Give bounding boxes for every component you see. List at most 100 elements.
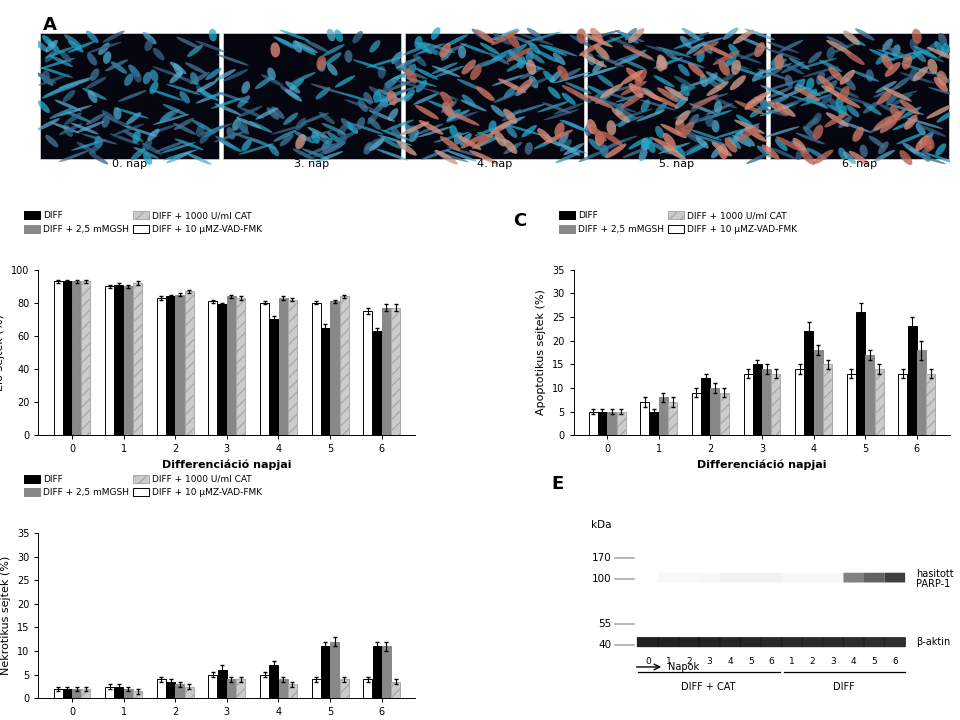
Ellipse shape — [669, 87, 696, 99]
Ellipse shape — [371, 137, 385, 149]
Ellipse shape — [891, 94, 913, 106]
Ellipse shape — [768, 101, 789, 116]
Ellipse shape — [211, 97, 244, 109]
Bar — [710, 388, 719, 435]
Ellipse shape — [441, 91, 454, 107]
Ellipse shape — [590, 27, 604, 42]
Ellipse shape — [620, 94, 643, 109]
Bar — [804, 331, 813, 435]
Bar — [184, 687, 194, 698]
Legend: DIFF, DIFF + 2,5 mMGSH, DIFF + 1000 U/ml CAT, DIFF + 10 μMZ-VAD-FMK: DIFF, DIFF + 2,5 mMGSH, DIFF + 1000 U/ml… — [24, 474, 262, 498]
Ellipse shape — [756, 68, 783, 80]
Bar — [227, 680, 236, 698]
Ellipse shape — [173, 73, 200, 86]
Ellipse shape — [725, 55, 737, 67]
Ellipse shape — [585, 124, 593, 136]
Ellipse shape — [874, 150, 895, 162]
Ellipse shape — [612, 51, 646, 63]
Ellipse shape — [916, 123, 925, 135]
Bar — [223, 33, 401, 159]
Ellipse shape — [59, 123, 83, 135]
Ellipse shape — [272, 107, 284, 119]
Ellipse shape — [142, 139, 152, 152]
Ellipse shape — [662, 132, 676, 148]
Ellipse shape — [801, 150, 815, 165]
Ellipse shape — [385, 73, 405, 86]
Ellipse shape — [45, 84, 79, 96]
Ellipse shape — [318, 59, 326, 72]
Ellipse shape — [927, 47, 958, 61]
Ellipse shape — [559, 68, 582, 80]
Ellipse shape — [396, 141, 417, 156]
Bar — [382, 307, 391, 435]
Ellipse shape — [150, 69, 158, 82]
Ellipse shape — [50, 122, 80, 133]
Ellipse shape — [843, 30, 860, 45]
Ellipse shape — [319, 112, 335, 124]
Bar — [899, 374, 907, 435]
Bar — [156, 298, 166, 435]
Ellipse shape — [654, 75, 675, 87]
Ellipse shape — [904, 114, 918, 130]
Ellipse shape — [454, 132, 463, 145]
Bar — [82, 689, 90, 698]
Bar — [176, 684, 184, 698]
Ellipse shape — [274, 130, 297, 142]
Ellipse shape — [322, 140, 345, 153]
Ellipse shape — [619, 109, 653, 120]
Bar — [340, 296, 348, 435]
Ellipse shape — [927, 59, 938, 74]
Bar — [114, 687, 124, 698]
Ellipse shape — [843, 34, 866, 46]
Ellipse shape — [396, 57, 420, 68]
Ellipse shape — [504, 86, 517, 98]
Ellipse shape — [827, 40, 852, 55]
Ellipse shape — [267, 68, 276, 80]
Ellipse shape — [897, 132, 924, 145]
Ellipse shape — [364, 92, 372, 104]
Bar — [640, 402, 649, 435]
Ellipse shape — [153, 66, 183, 78]
Ellipse shape — [131, 148, 145, 161]
Ellipse shape — [662, 145, 686, 160]
Ellipse shape — [623, 45, 653, 59]
Bar — [82, 282, 90, 435]
FancyBboxPatch shape — [760, 637, 782, 647]
Ellipse shape — [919, 50, 945, 63]
Ellipse shape — [920, 125, 946, 137]
Ellipse shape — [688, 114, 699, 126]
Ellipse shape — [840, 121, 871, 132]
Ellipse shape — [42, 70, 50, 83]
Text: DIFF: DIFF — [833, 682, 855, 692]
Ellipse shape — [615, 103, 624, 116]
Ellipse shape — [524, 32, 561, 42]
Text: A: A — [43, 16, 57, 34]
Ellipse shape — [924, 135, 934, 150]
Ellipse shape — [87, 91, 98, 103]
Legend: DIFF, DIFF + 2,5 mMGSH, DIFF + 1000 U/ml CAT, DIFF + 10 μMZ-VAD-FMK: DIFF, DIFF + 2,5 mMGSH, DIFF + 1000 U/ml… — [24, 212, 262, 234]
Bar — [288, 300, 297, 435]
Ellipse shape — [173, 63, 183, 76]
Ellipse shape — [732, 66, 765, 78]
Ellipse shape — [108, 117, 135, 130]
Ellipse shape — [601, 102, 636, 112]
Ellipse shape — [656, 56, 665, 71]
Ellipse shape — [448, 112, 480, 126]
Ellipse shape — [912, 29, 922, 44]
Ellipse shape — [55, 99, 82, 112]
Ellipse shape — [732, 135, 752, 147]
Ellipse shape — [391, 127, 401, 139]
Ellipse shape — [840, 70, 855, 85]
Ellipse shape — [77, 142, 96, 154]
Ellipse shape — [587, 53, 595, 66]
Ellipse shape — [767, 42, 800, 53]
Ellipse shape — [737, 126, 759, 141]
Ellipse shape — [691, 94, 718, 109]
Ellipse shape — [491, 49, 512, 61]
Ellipse shape — [657, 87, 679, 102]
Ellipse shape — [147, 129, 159, 141]
Ellipse shape — [653, 138, 679, 152]
Ellipse shape — [803, 66, 839, 77]
Ellipse shape — [706, 72, 718, 85]
Ellipse shape — [761, 145, 780, 160]
